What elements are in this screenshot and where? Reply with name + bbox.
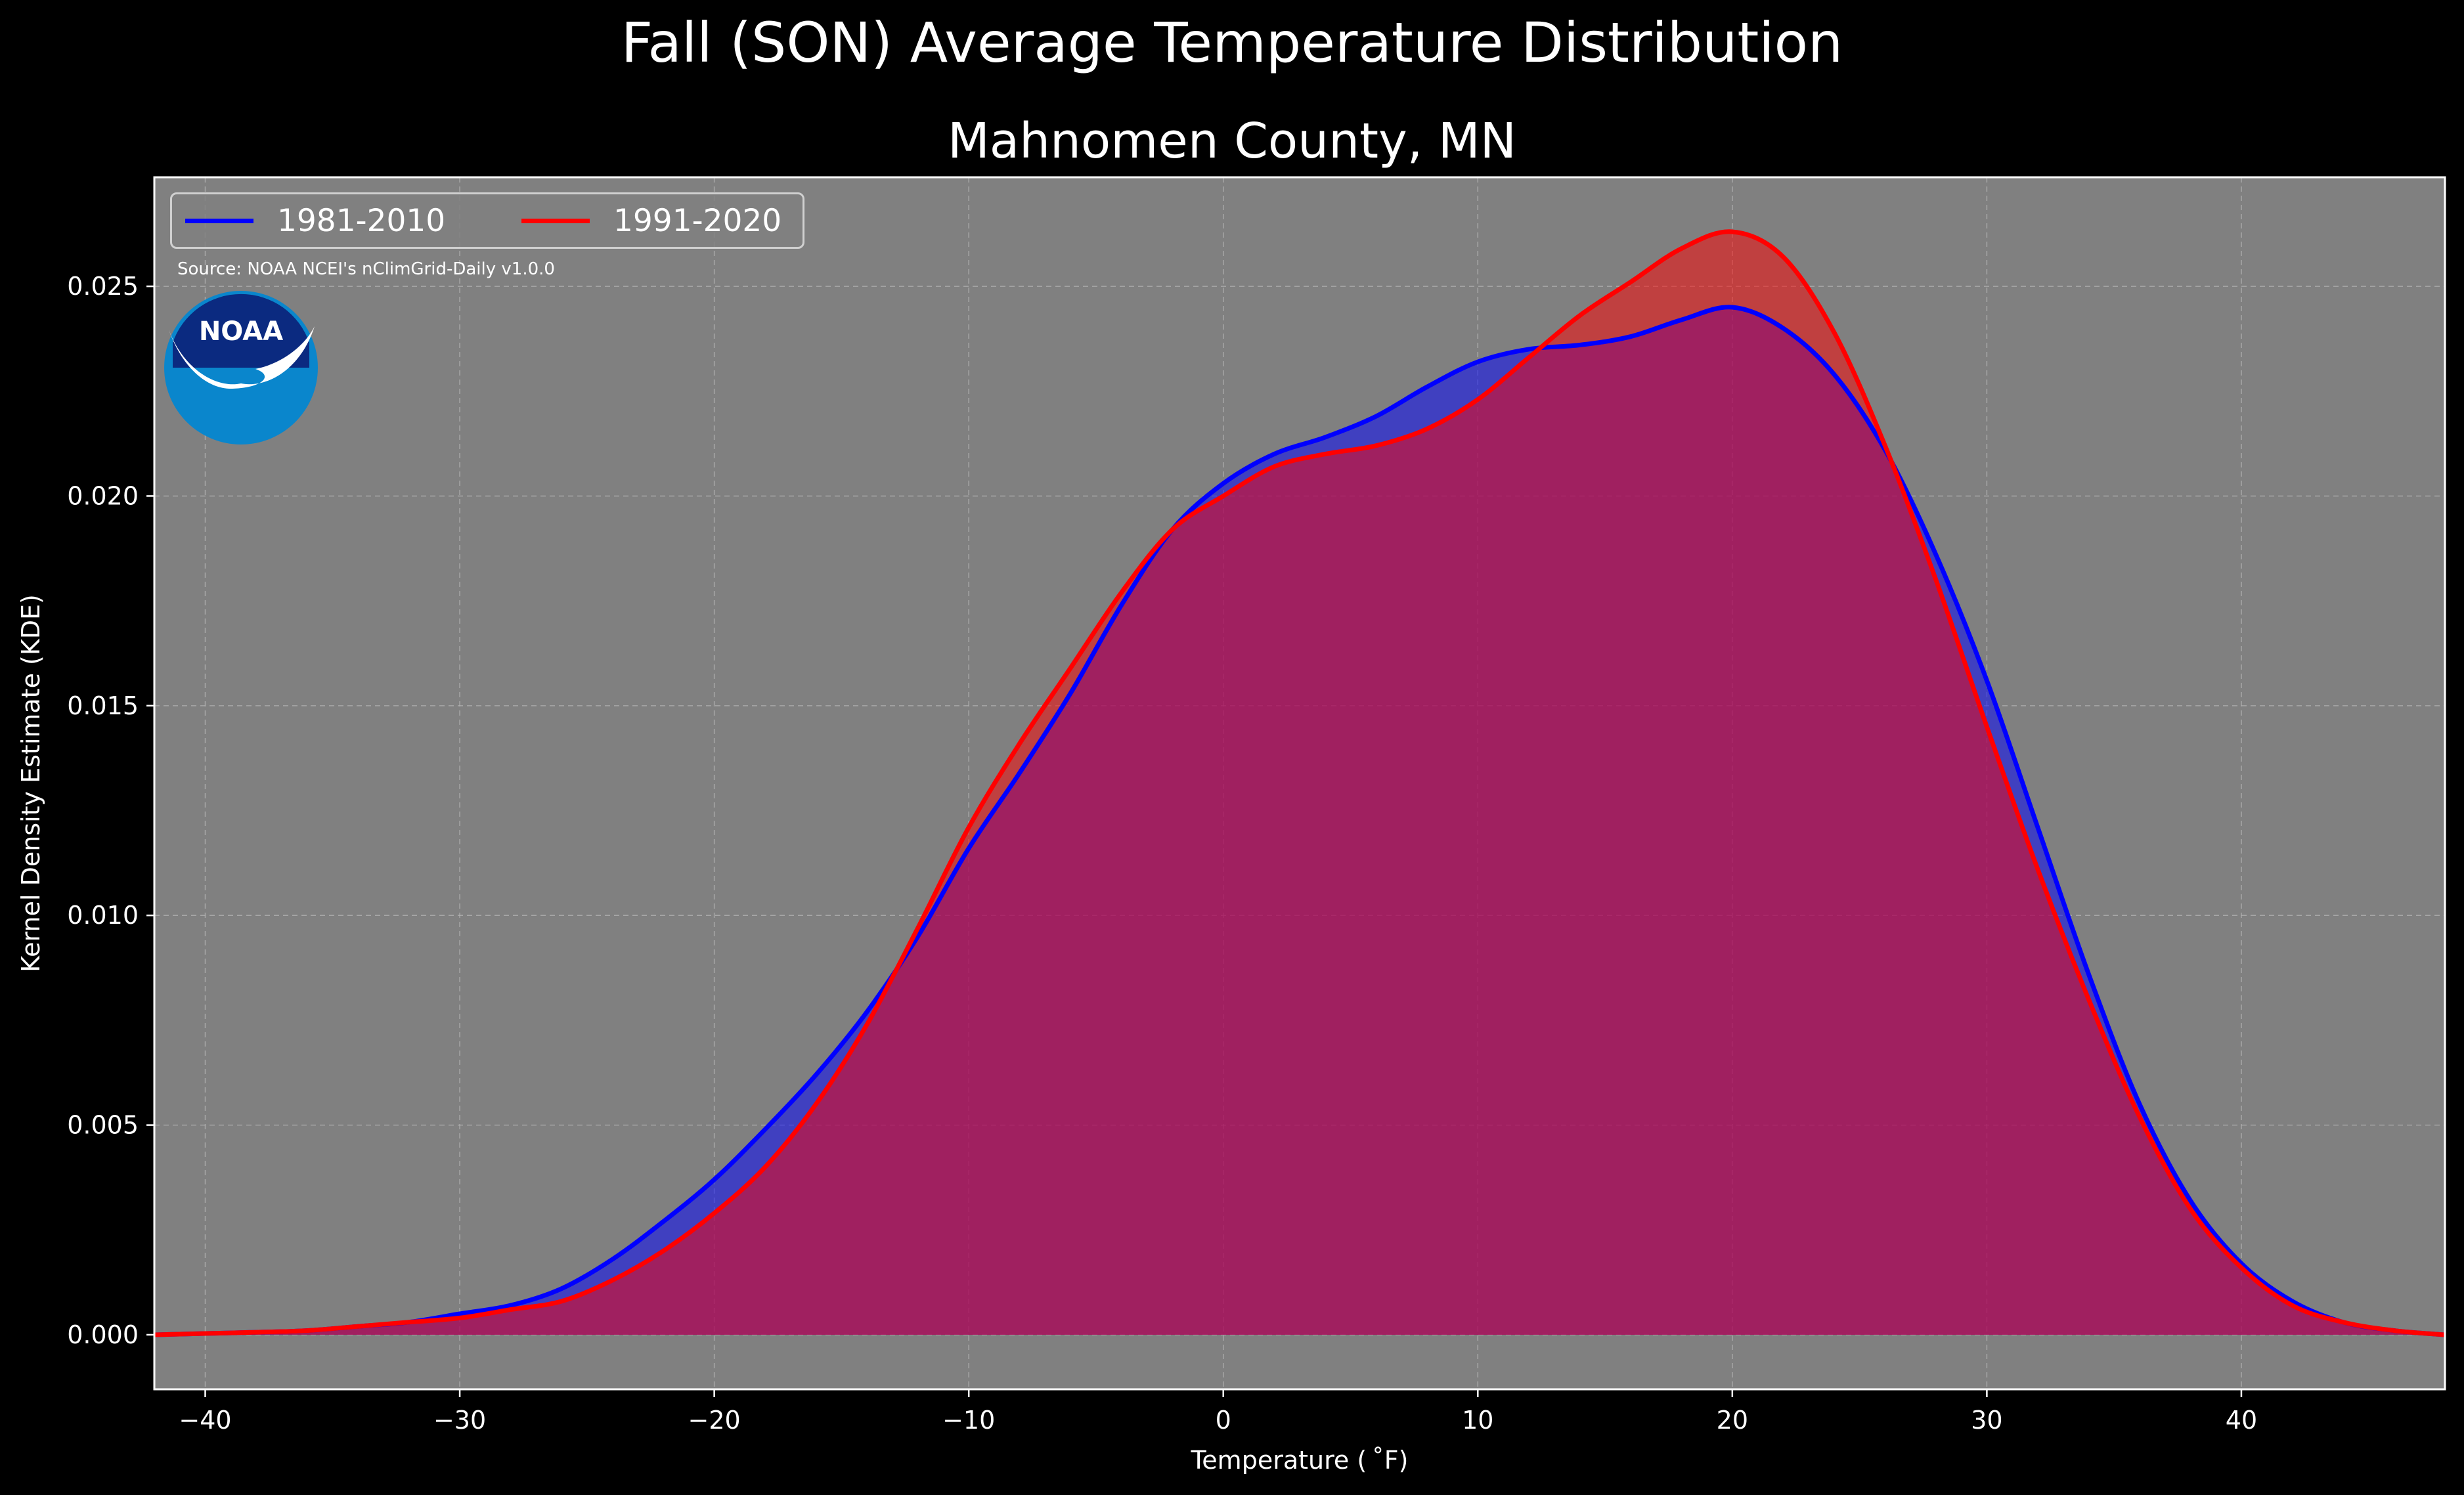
x-tick-label: −40 xyxy=(179,1406,231,1435)
x-tick-label: 10 xyxy=(1462,1406,1493,1435)
x-tick-label: −10 xyxy=(942,1406,995,1435)
y-axis-label: Kernel Density Estimate (KDE) xyxy=(16,594,45,972)
y-tick-label: 0.025 xyxy=(67,272,139,301)
x-tick-label: 0 xyxy=(1216,1406,1231,1435)
y-tick-label: 0.005 xyxy=(67,1111,139,1140)
legend-item-1991-2020: 1991-2020 xyxy=(521,194,781,247)
legend-label: 1991-2020 xyxy=(613,202,782,239)
y-tick-label: 0.020 xyxy=(67,481,139,510)
chart-suptitle: Fall (SON) Average Temperature Distribut… xyxy=(621,11,1843,75)
x-tick-label: 30 xyxy=(1971,1406,2002,1435)
y-tick-label: 0.015 xyxy=(67,691,139,720)
series-area-1991-2020 xyxy=(154,231,2445,1335)
x-tick-label: −30 xyxy=(433,1406,486,1435)
legend-swatch-blue xyxy=(185,218,253,223)
series-layer xyxy=(154,229,2446,1337)
axes: −40 −30 −20 −10 0 10 20 30 40 0.000 0.005 0.010 0.01… xyxy=(67,272,2257,1435)
plot-frame xyxy=(153,176,2446,1391)
legend-swatch-red xyxy=(521,218,590,223)
noaa-logo-icon: NOAA xyxy=(164,291,318,444)
chart-title: Mahnomen County, MN xyxy=(947,113,1517,169)
series-line-1981-2010 xyxy=(154,305,2446,1337)
legend-label: 1981-2010 xyxy=(277,202,446,239)
series-line-1991-2020 xyxy=(154,229,2446,1337)
x-tick-label: 20 xyxy=(1717,1406,1748,1435)
y-tick-label: 0.000 xyxy=(67,1320,139,1349)
x-tick-label: 40 xyxy=(2226,1406,2257,1435)
legend-item-1981-2010: 1981-2010 xyxy=(185,194,445,247)
x-tick-label: −20 xyxy=(688,1406,741,1435)
logo-text: NOAA xyxy=(199,316,283,347)
y-tick-label: 0.010 xyxy=(67,901,139,930)
legend: 1981-2010 1991-2020 xyxy=(170,192,804,249)
source-note: Source: NOAA NCEI's nClimGrid-Daily v1.0… xyxy=(177,259,555,279)
x-axis-label: Temperature ( ˚F) xyxy=(1191,1446,1409,1475)
